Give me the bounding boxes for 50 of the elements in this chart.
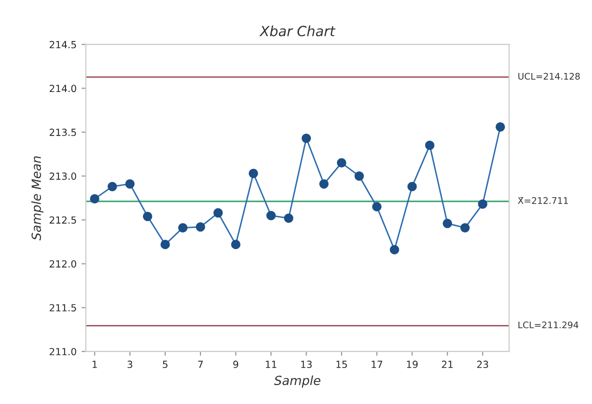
point — [90, 194, 100, 204]
x-tick-label: 21 — [442, 360, 453, 368]
point — [372, 202, 382, 212]
x-tick-label: 7 — [198, 360, 203, 368]
chart-title: Xbar Chart — [259, 26, 336, 36]
x-tick-label: 5 — [162, 360, 168, 368]
y-tick-label: 212.0 — [50, 260, 76, 268]
point — [425, 140, 434, 150]
ref-line-label: LCL=211.294 — [518, 321, 578, 328]
point — [248, 168, 258, 178]
x-tick-label: 1 — [92, 360, 97, 368]
x-tick-label: 11 — [266, 360, 276, 368]
point — [336, 158, 346, 168]
point — [496, 122, 505, 132]
point — [213, 208, 223, 218]
x-tick-label: 13 — [301, 360, 312, 368]
y-tick-label: 213.0 — [50, 172, 76, 180]
ref-line-label: UCL=214.128 — [518, 72, 580, 80]
y-tick-label: 213.5 — [50, 128, 76, 136]
x-tick-label: 9 — [233, 360, 238, 368]
x-tick-label: 15 — [336, 360, 347, 368]
point — [284, 213, 294, 223]
y-tick-label: 212.5 — [50, 216, 76, 224]
point — [160, 240, 170, 250]
point — [142, 212, 152, 222]
point — [302, 134, 311, 143]
x-tick-label: 3 — [128, 360, 132, 368]
point — [231, 240, 240, 250]
point — [354, 171, 364, 181]
y-tick-label: 211.5 — [50, 304, 76, 312]
x-tick-label: 23 — [477, 360, 488, 368]
point — [266, 210, 276, 220]
x-tick-label: 19 — [407, 360, 418, 368]
point — [319, 179, 329, 189]
point — [407, 182, 417, 192]
y-tick-label: 214.0 — [50, 84, 76, 92]
point — [196, 222, 206, 232]
x-tick-label: 17 — [372, 360, 382, 368]
point — [478, 199, 488, 209]
y-tick-label: 211.0 — [50, 348, 76, 356]
y-axis-title: Sample Mean — [31, 156, 44, 240]
ref-line-label: X̄=212.711 — [518, 197, 568, 204]
point — [178, 223, 188, 232]
point — [125, 179, 135, 189]
x-axis-title: Sample — [274, 375, 320, 388]
point — [108, 182, 117, 192]
point — [390, 245, 400, 254]
point — [442, 218, 452, 228]
y-tick-label: 214.5 — [50, 40, 76, 48]
point — [460, 223, 470, 232]
